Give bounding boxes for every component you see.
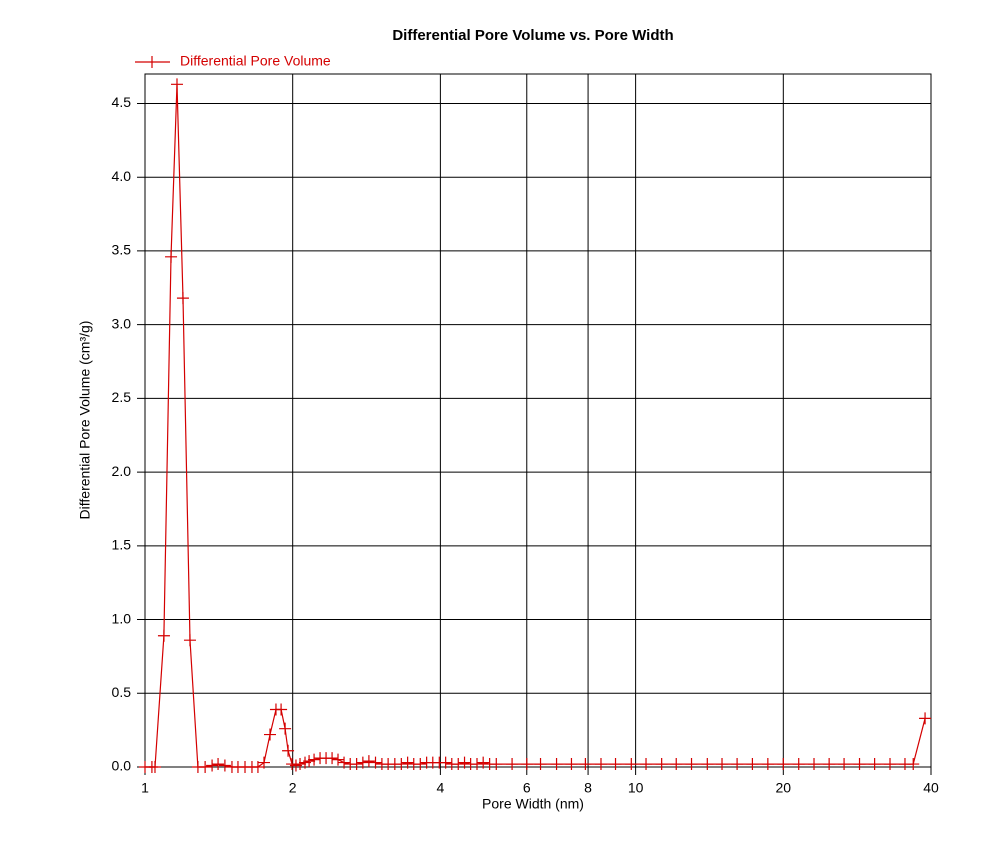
x-axis-label: Pore Width (nm)	[482, 796, 584, 812]
data-marker	[165, 250, 178, 263]
data-marker	[731, 758, 744, 771]
data-marker	[395, 758, 408, 771]
data-marker	[640, 758, 653, 771]
data-marker	[452, 758, 465, 771]
x-tick-label: 6	[523, 780, 531, 796]
y-tick-label: 3.0	[112, 315, 132, 331]
y-tick-label: 2.0	[112, 463, 132, 479]
data-marker	[212, 758, 225, 771]
y-tick-label: 4.5	[112, 94, 132, 110]
data-marker	[332, 753, 345, 766]
data-marker	[199, 761, 212, 773]
x-tick-label: 40	[923, 780, 939, 796]
data-marker	[206, 759, 219, 772]
y-tick-label: 2.5	[112, 389, 132, 405]
x-tick-label: 1	[141, 780, 149, 796]
y-tick-label: 0.5	[112, 684, 132, 700]
data-marker	[670, 758, 683, 771]
data-marker	[308, 753, 321, 766]
data-marker	[294, 758, 307, 771]
plot-frame	[144, 73, 932, 768]
data-marker	[868, 758, 881, 771]
data-marker	[458, 756, 471, 769]
data-marker	[761, 758, 774, 771]
data-marker	[777, 758, 790, 771]
data-marker	[853, 758, 866, 771]
x-tick-label: 20	[776, 780, 792, 796]
data-marker	[594, 758, 607, 771]
data-marker	[303, 755, 316, 768]
data-marker	[609, 758, 622, 771]
chart-title: Differential Pore Volume vs. Pore Width	[392, 27, 673, 44]
data-marker	[550, 758, 563, 771]
x-tick-label: 10	[628, 780, 644, 796]
y-axis-label: Differential Pore Volume (cm³/g)	[77, 321, 93, 520]
data-marker	[439, 756, 452, 769]
data-marker	[264, 728, 277, 741]
x-tick-label: 2	[289, 780, 297, 796]
data-marker	[470, 758, 483, 771]
data-marker	[477, 756, 490, 769]
series-line	[145, 84, 926, 768]
data-marker	[369, 756, 382, 769]
data-marker	[792, 758, 805, 771]
data-marker	[401, 756, 414, 769]
data-marker	[356, 756, 369, 769]
data-marker	[716, 758, 729, 771]
legend-label: Differential Pore Volume	[180, 53, 331, 69]
data-marker	[884, 758, 897, 771]
legend-symbol	[135, 56, 170, 68]
x-tick-label: 8	[584, 780, 592, 796]
data-marker	[350, 758, 363, 771]
data-marker	[746, 758, 759, 771]
data-marker	[157, 629, 170, 642]
data-marker	[534, 758, 547, 771]
data-marker	[170, 78, 183, 91]
data-marker	[579, 758, 592, 771]
data-marker	[490, 758, 503, 771]
y-tick-label: 0.0	[112, 758, 132, 774]
data-marker	[655, 758, 668, 771]
y-tick-label: 1.0	[112, 610, 132, 626]
y-tick-label: 4.0	[112, 168, 132, 184]
data-marker	[685, 758, 698, 771]
data-marker	[362, 755, 375, 768]
data-marker	[701, 758, 714, 771]
data-marker	[176, 292, 189, 305]
data-marker	[338, 756, 351, 769]
data-marker	[282, 744, 295, 757]
y-tick-label: 3.5	[112, 242, 132, 258]
data-marker	[919, 712, 932, 725]
data-marker	[251, 761, 264, 773]
data-marker	[218, 759, 231, 772]
data-marker	[838, 758, 851, 771]
data-marker	[565, 758, 578, 771]
data-marker	[148, 761, 161, 773]
x-tick-label: 4	[436, 780, 444, 796]
y-tick-label: 1.5	[112, 537, 132, 553]
data-marker	[520, 758, 533, 771]
data-marker	[279, 722, 292, 735]
data-marker	[823, 758, 836, 771]
data-marker	[275, 703, 288, 716]
data-marker	[326, 752, 339, 765]
data-marker	[257, 756, 270, 769]
data-marker	[506, 758, 519, 771]
data-marker	[183, 634, 196, 647]
data-marker	[907, 758, 920, 771]
data-marker	[808, 758, 821, 771]
data-marker	[625, 758, 638, 771]
data-marker	[414, 758, 427, 771]
